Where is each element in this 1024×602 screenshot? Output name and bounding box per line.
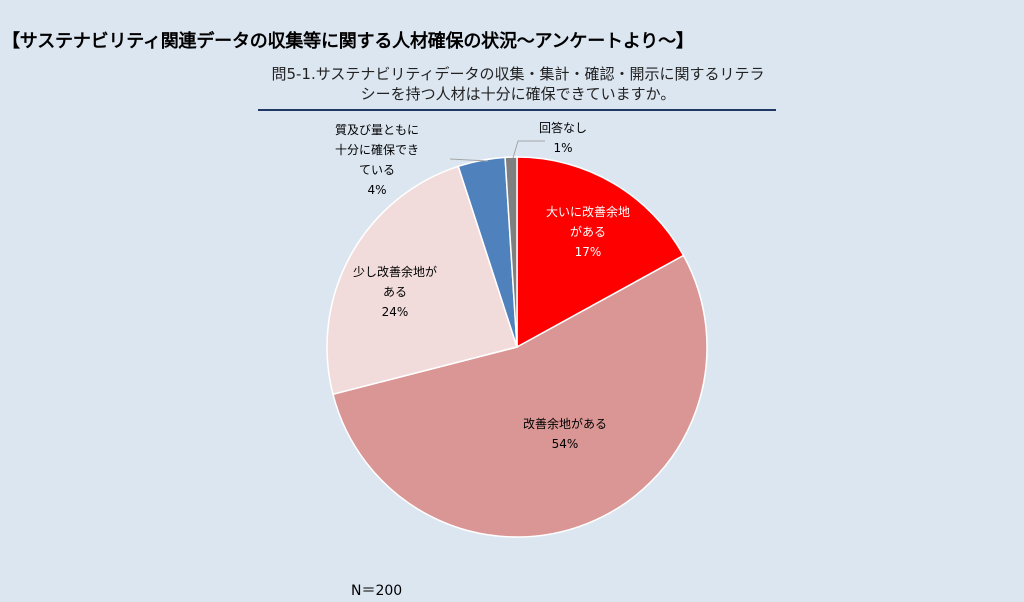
leader-line-4 bbox=[512, 140, 545, 159]
chart-question: 問5-1.サステナビリティデータの収集・集計・確認・開示に関するリテラ シーを持… bbox=[258, 64, 778, 104]
pie-slice-0 bbox=[516, 156, 685, 349]
question-line-1: 問5-1.サステナビリティデータの収集・集計・確認・開示に関するリテラ bbox=[271, 65, 765, 83]
slice-category-label-2: 少し改善余地が bbox=[353, 264, 437, 279]
slice-category-label-1: 改善余地がある bbox=[523, 416, 607, 431]
question-underline bbox=[258, 109, 776, 111]
slice-value-label-4: 1% bbox=[553, 141, 572, 155]
slice-value-label-0: 17% bbox=[575, 245, 602, 259]
leader-line-3 bbox=[449, 158, 489, 162]
pie-slice-1 bbox=[332, 254, 708, 538]
slice-value-label-1: 54% bbox=[552, 437, 579, 451]
slice-category-label-3: 質及び量ともに bbox=[335, 122, 419, 137]
question-line-2: シーを持つ人材は十分に確保できていますか。 bbox=[360, 85, 676, 103]
slice-category-label-2: ある bbox=[383, 285, 407, 299]
sample-size-label: N＝200 bbox=[351, 583, 403, 599]
pie-slice-4 bbox=[504, 156, 518, 348]
slice-category-label-4: 回答なし bbox=[539, 120, 587, 135]
pie-slice-2 bbox=[326, 165, 518, 396]
slice-category-label-3: 十分に確保でき bbox=[335, 142, 419, 157]
slice-category-label-3: ている bbox=[359, 163, 395, 177]
slice-category-label-0: がある bbox=[570, 224, 606, 239]
slice-value-label-2: 24% bbox=[382, 305, 409, 319]
slice-value-label-3: 4% bbox=[367, 183, 386, 197]
page-title: 【サステナビリティ関連データの収集等に関する人材確保の状況～アンケートより～】 bbox=[2, 31, 694, 52]
slice-category-label-0: 大いに改善余地 bbox=[546, 204, 630, 219]
